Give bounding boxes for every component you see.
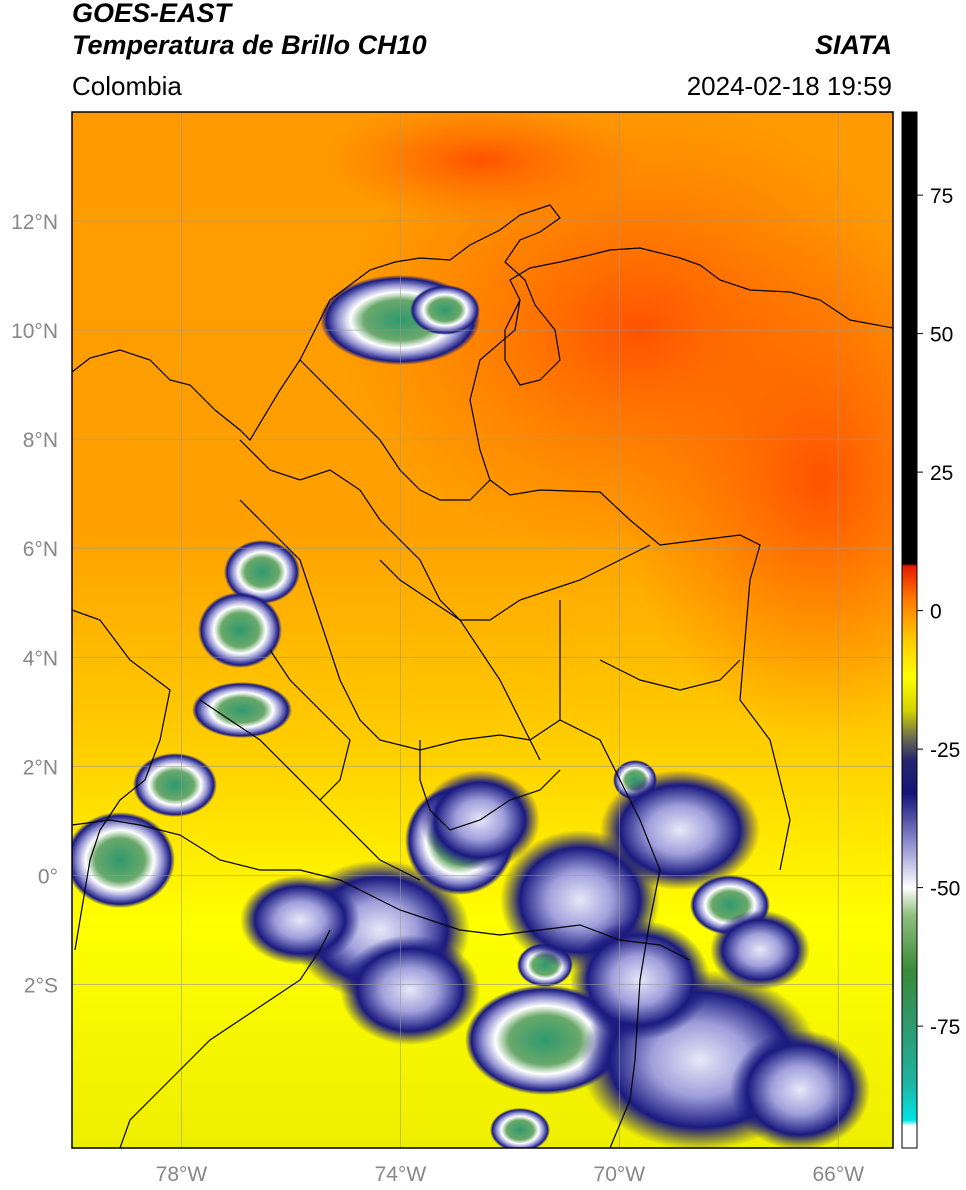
dept-boundaries-5 bbox=[419, 740, 561, 831]
map-frame bbox=[71, 111, 894, 1149]
satellite-title: GOES-EAST bbox=[72, 0, 232, 28]
colorbar-tick-label: 25 bbox=[930, 462, 953, 485]
border-colombia-brazil bbox=[559, 600, 661, 1148]
lat-tick-label: 4°N bbox=[23, 647, 58, 670]
lat-tick-label: 10°N bbox=[11, 320, 58, 343]
lat-tick-label: 6°N bbox=[23, 538, 58, 561]
dept-boundaries-3 bbox=[239, 499, 561, 751]
lat-tick-label: 2°S bbox=[24, 974, 58, 997]
coastlines-and-borders bbox=[72, 204, 893, 1148]
colorbar-ramp bbox=[901, 111, 918, 1149]
lat-tick-label: 12°N bbox=[11, 211, 58, 234]
lat-tick-label: 0° bbox=[38, 865, 58, 888]
colorbar-ticks: 75 50 25 0 -25 -50 -75 bbox=[917, 185, 960, 1039]
dept-boundaries-7 bbox=[269, 649, 351, 801]
colorbar-tick-label: -75 bbox=[930, 1016, 960, 1039]
dept-boundaries-8 bbox=[599, 659, 741, 691]
region-label: Colombia bbox=[72, 71, 182, 101]
lon-tick-label: 78°W bbox=[156, 1163, 208, 1186]
colorbar-tick-label: 0 bbox=[930, 601, 942, 624]
colorbar-tick-label: -25 bbox=[930, 739, 960, 762]
timestamp: 2024-02-18 19:59 bbox=[686, 71, 892, 101]
colorbar-tick-label: -50 bbox=[930, 878, 960, 901]
graticule bbox=[72, 112, 893, 1148]
border-colombia-venezuela bbox=[469, 299, 791, 871]
dept-boundaries-6 bbox=[379, 544, 651, 621]
lat-tick-label: 2°N bbox=[23, 756, 58, 779]
lon-tick-label: 66°W bbox=[812, 1163, 864, 1186]
brightness-temperature-field bbox=[72, 112, 893, 1148]
colorbar-tick-label: 75 bbox=[930, 185, 953, 208]
longitude-labels: 78°W 74°W 70°W 66°W bbox=[156, 1163, 865, 1186]
coastline-pacific bbox=[72, 609, 171, 951]
colorbar: 75 50 25 0 -25 -50 -75 bbox=[901, 111, 960, 1149]
border-colombia-ecuador-peru bbox=[72, 819, 691, 961]
border-peru-south bbox=[119, 929, 331, 1148]
lat-tick-label: 8°N bbox=[23, 429, 58, 452]
lon-tick-label: 70°W bbox=[594, 1163, 646, 1186]
coastline-caribbean bbox=[72, 204, 893, 441]
dept-boundaries-1 bbox=[239, 439, 541, 761]
colorbar-tick-label: 50 bbox=[930, 324, 953, 347]
product-title: Temperatura de Brillo CH10 bbox=[72, 30, 427, 60]
lon-tick-label: 74°W bbox=[375, 1163, 427, 1186]
source-label: SIATA bbox=[815, 30, 892, 60]
latitude-labels: 12°N 10°N 8°N 6°N 4°N 2°N 0° 2°S bbox=[11, 211, 58, 997]
dept-boundaries-2 bbox=[299, 359, 491, 501]
